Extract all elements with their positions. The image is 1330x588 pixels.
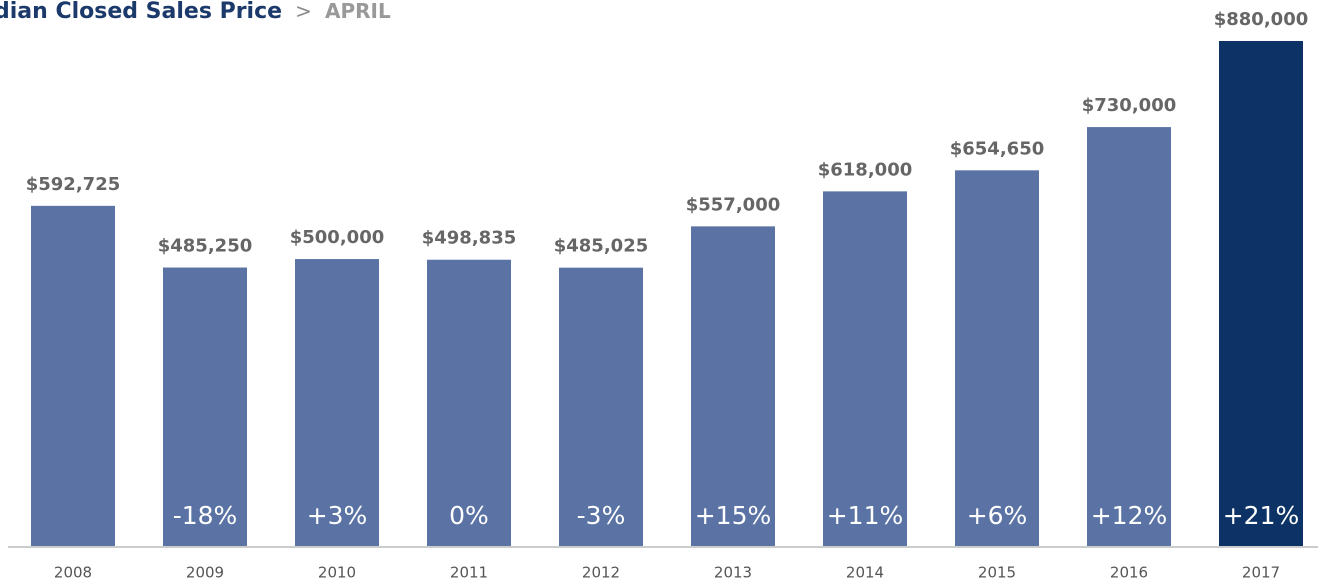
value-label: $880,000 <box>1214 9 1309 30</box>
value-label: $500,000 <box>290 227 385 248</box>
value-label: $498,835 <box>422 228 517 249</box>
x-tick-label: 2015 <box>978 564 1016 582</box>
separator: > <box>295 0 312 23</box>
title: dian Closed Sales Price <box>0 0 282 24</box>
bar <box>823 191 907 546</box>
bar <box>427 259 511 546</box>
change-label: -3% <box>577 501 626 530</box>
change-label: +11% <box>827 501 904 530</box>
x-tick-label: 2008 <box>54 564 92 582</box>
x-tick-label: 2014 <box>846 564 884 582</box>
change-label: +21% <box>1223 501 1300 530</box>
x-tick-label: 2017 <box>1242 564 1280 582</box>
change-label: -18% <box>173 501 238 530</box>
chart-title: dian Closed Sales Price > APRIL <box>0 0 391 24</box>
bar <box>559 267 643 546</box>
bar <box>1087 127 1171 547</box>
x-tick-label: 2010 <box>318 564 356 582</box>
change-label: +12% <box>1091 501 1168 530</box>
x-tick-label: 2013 <box>714 564 752 582</box>
bar <box>1219 41 1303 546</box>
value-label: $618,000 <box>818 159 913 180</box>
change-label: +6% <box>967 501 1028 530</box>
change-label: +3% <box>307 501 368 530</box>
value-label: $592,725 <box>26 174 121 195</box>
bar <box>691 226 775 546</box>
value-label: $557,000 <box>686 194 781 215</box>
bar <box>295 259 379 546</box>
value-label: $485,025 <box>554 236 649 257</box>
value-label: $730,000 <box>1082 95 1177 116</box>
change-label: +15% <box>695 501 772 530</box>
bar <box>31 205 115 546</box>
change-label: 0% <box>449 501 489 530</box>
value-label: $654,650 <box>950 138 1045 159</box>
subtitle: APRIL <box>325 0 391 23</box>
x-tick-label: 2009 <box>186 564 224 582</box>
value-label: $485,250 <box>158 236 253 257</box>
x-tick-label: 2011 <box>450 564 488 582</box>
x-tick-label: 2012 <box>582 564 620 582</box>
bar <box>955 170 1039 546</box>
x-tick-label: 2016 <box>1110 564 1148 582</box>
bar <box>163 267 247 546</box>
